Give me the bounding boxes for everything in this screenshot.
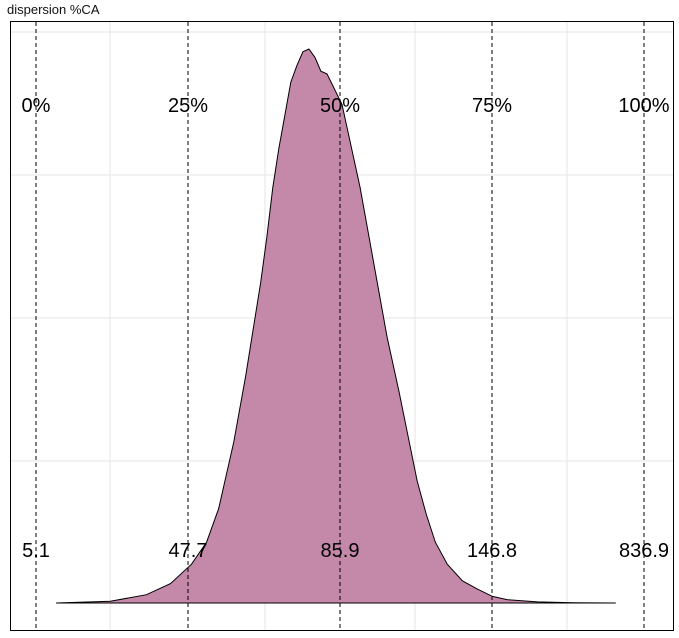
quantile-percent-label: 50% [320, 95, 360, 117]
quantile-value-label: 47.7 [169, 540, 208, 562]
quantile-value-label: 85.9 [321, 540, 360, 562]
quantile-percent-label: 0% [22, 95, 51, 117]
quantile-percent-label: 75% [472, 95, 512, 117]
quantile-value-label: 836.9 [619, 540, 669, 562]
chart-title: dispersion %CA [7, 2, 100, 17]
quantile-labels: 0% 5.1 25% 47.7 50% 85.9 75% 146.8 100% 836.9 [22, 95, 670, 562]
plot-border [10, 21, 674, 631]
quantile-percent-label: 100% [618, 95, 669, 117]
quantile-lines [35, 22, 645, 630]
quantile-value-label: 146.8 [467, 540, 517, 562]
quantile-percent-label: 25% [168, 95, 208, 117]
quantile-value-label: 5.1 [22, 540, 50, 562]
density-area [56, 48, 616, 604]
